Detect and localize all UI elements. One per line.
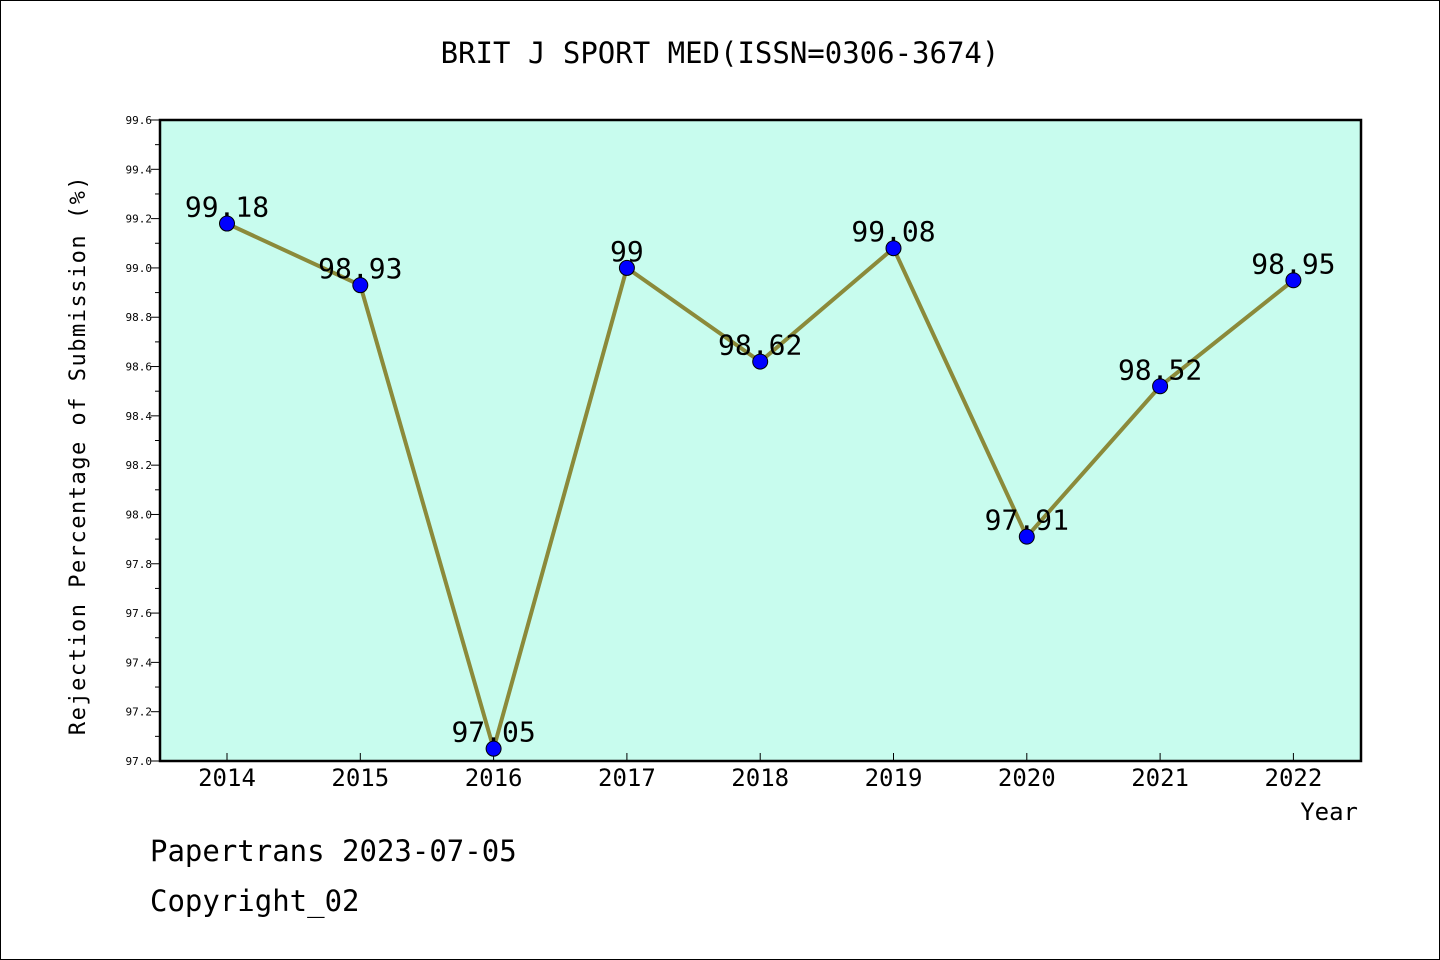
y-axis-label: Rejection Percentage of Submission (%) — [66, 175, 91, 735]
data-label: 98.52 — [1118, 353, 1202, 386]
x-tick-label: 2014 — [198, 764, 256, 792]
data-point — [1018, 528, 1035, 545]
y-tick-label: 98.4 — [126, 410, 153, 423]
y-tick-label: 97.8 — [126, 558, 153, 571]
data-label: 99.08 — [851, 215, 935, 248]
y-tick-label: 97.2 — [126, 706, 153, 719]
data-point — [885, 240, 902, 257]
footer-credit: Papertrans 2023-07-05 — [150, 834, 517, 868]
x-tick-label: 2017 — [598, 764, 656, 792]
data-label: 98.62 — [718, 329, 802, 362]
y-tick-label: 99.2 — [126, 213, 153, 226]
y-tick-label: 99.4 — [126, 163, 153, 176]
data-label: 97.91 — [985, 504, 1069, 537]
x-tick-label: 2018 — [731, 764, 789, 792]
x-axis: 2014 2015 2016 2017 2018 2019 2020 2021 2022 — [198, 753, 1322, 792]
y-tick-label: 97.4 — [126, 656, 153, 669]
data-point — [618, 259, 635, 276]
data-point — [352, 277, 369, 294]
data-point — [1285, 272, 1302, 289]
data-label: 97.05 — [451, 716, 535, 749]
y-tick-label: 98.6 — [126, 361, 153, 374]
y-tick-label: 97.0 — [126, 755, 153, 768]
x-tick-label: 2022 — [1265, 764, 1323, 792]
data-label: 99.18 — [185, 191, 269, 224]
chart-title: BRIT J SPORT MED(ISSN=0306-3674) — [440, 36, 1000, 70]
data-labels: 99.18 98.93 97.05 99 98.62 99.08 97.91 98.52 98.… — [185, 191, 1336, 749]
x-tick-label: 2020 — [998, 764, 1056, 792]
data-point — [1152, 378, 1169, 395]
data-label: 98.95 — [1251, 247, 1335, 280]
x-tick-label: 2016 — [465, 764, 523, 792]
y-tick-label: 99.6 — [126, 114, 153, 127]
y-axis: 97.0 97.2 97.4 97.6 97.8 98.0 98.2 98.4 98.6 98.8… — [126, 114, 160, 768]
x-tick-label: 2019 — [865, 764, 923, 792]
footer-copyright: Copyright_02 — [150, 884, 360, 918]
data-point — [752, 353, 769, 370]
x-axis-label: Year — [1300, 798, 1358, 826]
data-points — [219, 215, 1302, 757]
y-tick-label: 99.0 — [126, 262, 153, 275]
data-point — [219, 215, 235, 232]
x-tick-label: 2021 — [1131, 764, 1189, 792]
y-tick-label: 98.8 — [126, 311, 153, 324]
x-tick-label: 2015 — [331, 764, 389, 792]
y-tick-label: 98.2 — [126, 459, 153, 472]
data-label: 98.93 — [318, 252, 402, 285]
y-tick-label: 98.0 — [126, 508, 153, 521]
data-point — [485, 740, 502, 757]
plot-area — [158, 118, 1363, 763]
y-tick-label: 97.6 — [126, 607, 153, 620]
data-label: 99 — [610, 235, 644, 268]
